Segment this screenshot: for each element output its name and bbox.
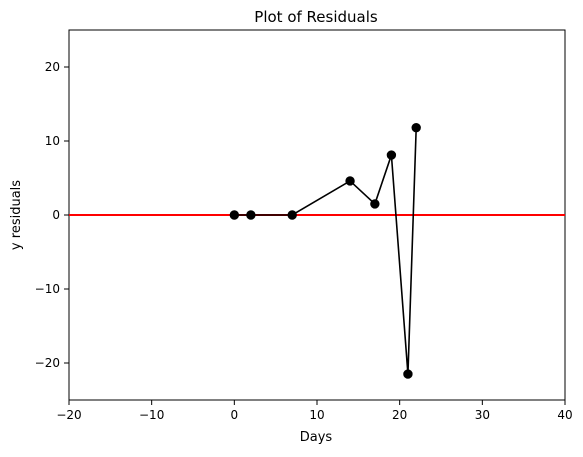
axis-layer: −20 −10 0 10 20 30 40 −20 −10 0 10 20 [35,60,573,422]
residual-point [403,369,413,379]
residual-point [370,199,380,209]
residual-point [345,176,355,186]
x-tick-label: 0 [231,408,239,422]
y-axis-label: y residuals [9,180,24,250]
data-layer [69,122,565,379]
x-tick-label: 30 [475,408,490,422]
y-tick-label: −20 [35,356,60,370]
residual-series-line [234,127,417,375]
x-tick-label: −20 [56,408,81,422]
x-tick-label: 40 [557,408,572,422]
chart-title: Plot of Residuals [254,8,378,26]
x-tick-label: −10 [139,408,164,422]
y-tick-label: 0 [52,208,60,222]
x-axis-label: Days [300,430,333,445]
y-tick-label: −10 [35,282,60,296]
x-tick-label: 10 [309,408,324,422]
residual-point [287,210,297,220]
y-tick-label: 20 [45,60,60,74]
residual-point [246,210,256,220]
x-tick-label: 20 [392,408,407,422]
residual-point [229,210,240,220]
residual-point [411,122,421,133]
y-tick-label: 10 [45,134,60,148]
residual-point [386,150,397,160]
